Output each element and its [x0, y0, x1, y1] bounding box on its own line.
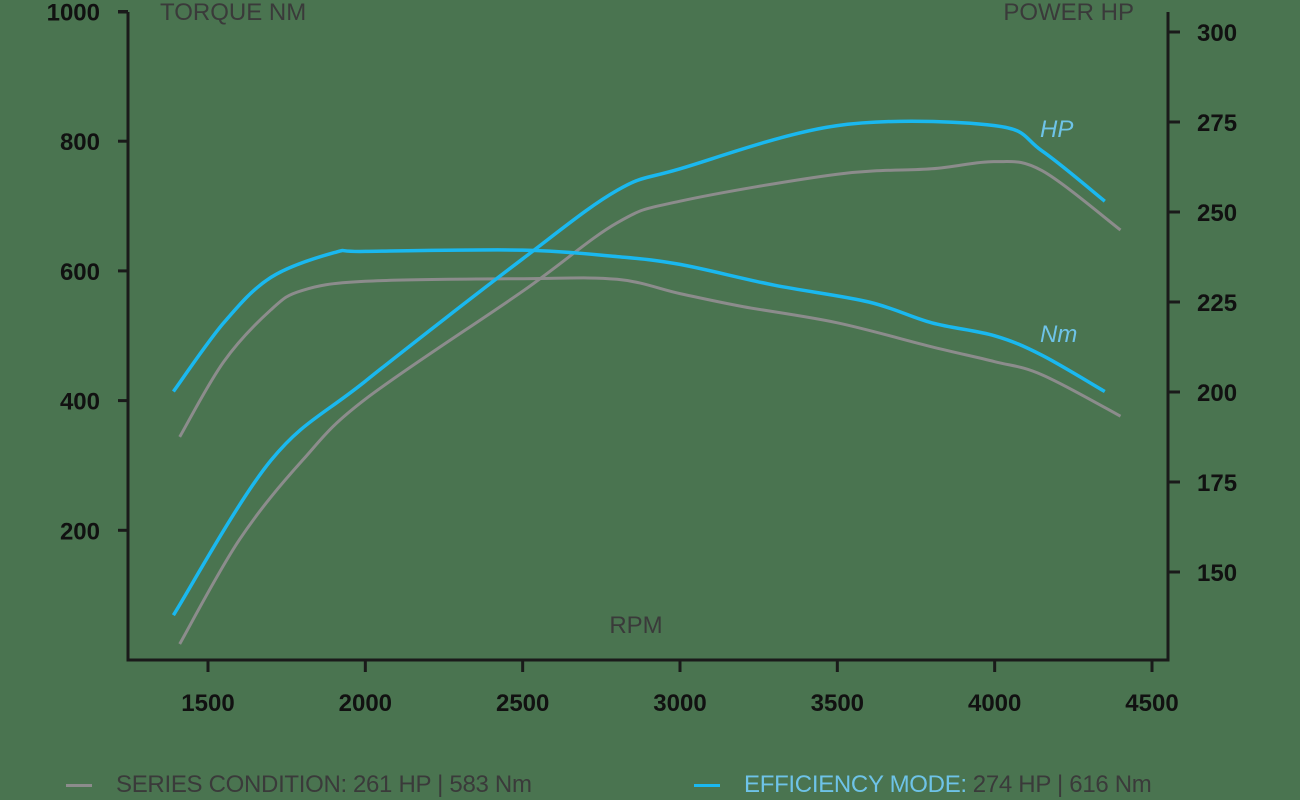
- x-axis-tick-label: 2500: [496, 690, 549, 717]
- nm-curve-label: Nm: [1040, 321, 1077, 348]
- series-condition-swatch: [66, 783, 92, 787]
- right-axis-tick-label: 250: [1197, 200, 1237, 227]
- dyno-chart: 200 400 600 800 1000 150 175 200 225 250 275 300 150…: [47, 0, 1237, 717]
- right-axis-tick-label: 300: [1197, 20, 1237, 47]
- efficiency-mode-power-curve: [171, 119, 1106, 617]
- series-condition-value: 261 HP | 583 Nm: [352, 771, 532, 798]
- right-axis-tick-label: 275: [1197, 110, 1237, 137]
- right-axis-tick-label: 200: [1197, 380, 1237, 407]
- curves: [171, 119, 1122, 645]
- x-axis-tick-label: 3000: [653, 690, 706, 717]
- hp-curve-label: HP: [1040, 116, 1073, 143]
- left-axis-tick-label: 600: [60, 259, 100, 286]
- x-axis-title: RPM: [609, 612, 662, 639]
- labels: TORQUE NM POWER HP RPM HP Nm: [160, 0, 1134, 639]
- x-axis-tick-label: 3500: [811, 690, 864, 717]
- legend-series-condition: SERIES CONDITION: 261 HP | 583 Nm: [66, 770, 532, 800]
- left-axis-tick-label: 200: [60, 518, 100, 545]
- left-axis-title: TORQUE NM: [160, 0, 306, 26]
- efficiency-mode-label: EFFICIENCY MODE:: [744, 771, 967, 798]
- efficiency-mode-torque-curve: [171, 248, 1106, 394]
- right-axis-title: POWER HP: [1003, 0, 1134, 26]
- series-condition-label: SERIES CONDITION:: [116, 771, 347, 798]
- series-condition-torque-curve: [178, 276, 1122, 438]
- x-axis-tick-label: 4500: [1125, 690, 1178, 717]
- x-axis-tick-label: 2000: [339, 690, 392, 717]
- x-axis-tick-label: 1500: [181, 690, 234, 717]
- right-axis-tick-label: 175: [1197, 470, 1237, 497]
- x-axis-tick-label: 4000: [968, 690, 1021, 717]
- series-condition-power-curve: [178, 160, 1122, 645]
- legend-efficiency-mode: EFFICIENCY MODE: 274 HP | 616 Nm: [694, 770, 1152, 800]
- left-axis-tick-label: 800: [60, 129, 100, 156]
- axes: 200 400 600 800 1000 150 175 200 225 250 275 300 150…: [47, 0, 1237, 717]
- efficiency-mode-swatch: [694, 783, 720, 787]
- right-axis-tick-label: 225: [1197, 290, 1237, 317]
- left-axis-tick-label: 400: [60, 389, 100, 416]
- left-axis-tick-label: 1000: [47, 0, 100, 27]
- right-axis-tick-label: 150: [1197, 560, 1237, 587]
- efficiency-mode-value: 274 HP | 616 Nm: [972, 771, 1152, 798]
